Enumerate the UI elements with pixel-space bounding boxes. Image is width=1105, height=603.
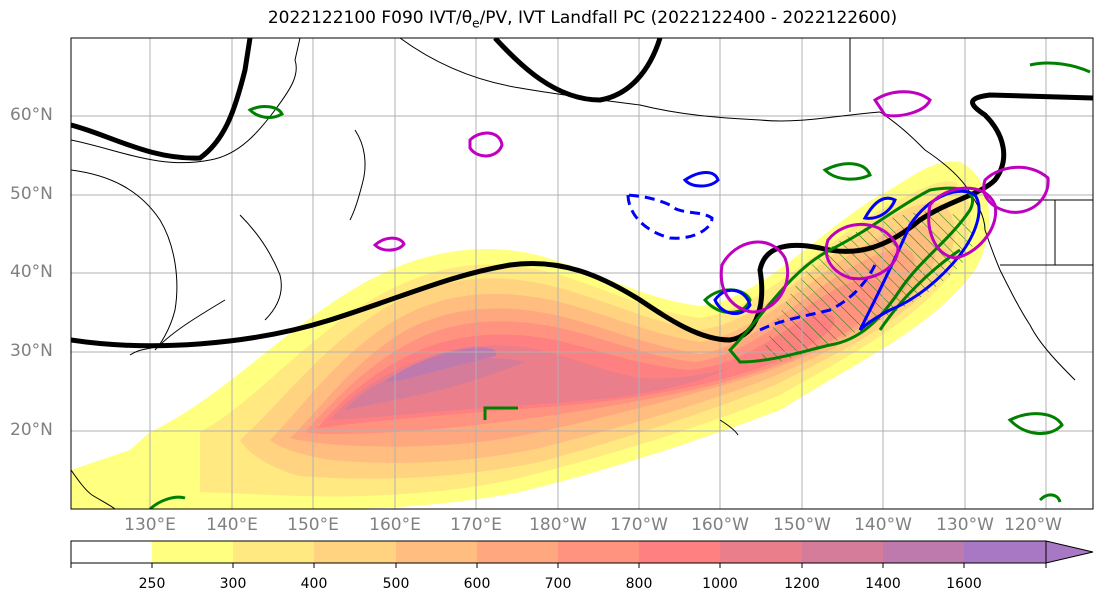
colorbar-tick-label: 1400 (865, 576, 901, 592)
cb-bin (802, 541, 883, 563)
colorbar-tick-label: 800 (625, 576, 653, 592)
lon-label: 130°E (124, 515, 176, 535)
colorbar-tick-label: 400 (300, 576, 328, 592)
lon-label: 150°W (773, 515, 831, 535)
colorbar-tick-label: 700 (544, 576, 572, 592)
colorbar-tick-label: 250 (138, 576, 166, 592)
colorbar-tick-label: 600 (463, 576, 491, 592)
lon-label: 160°E (369, 515, 421, 535)
theta-e-contours (148, 61, 1091, 509)
ivt-colorbar (70, 540, 1094, 568)
pv-anomaly-contours (372, 90, 1050, 314)
cb-bin (720, 541, 802, 563)
cb-bin (396, 541, 477, 563)
cb-bin (883, 541, 964, 563)
colorbar-extend-arrow (1045, 540, 1094, 564)
map-title: 2022122100 F090 IVT/θe/PV, IVT Landfall … (267, 8, 898, 31)
lon-label: 130°W (936, 515, 994, 535)
cb-bin (233, 541, 314, 563)
cb-bin (152, 541, 233, 563)
coastlines (71, 38, 1093, 509)
cb-bin (477, 541, 558, 563)
colorbar-tick-label: 1200 (784, 576, 820, 592)
lat-label: 40°N (10, 262, 53, 282)
lon-label: 170°E (450, 515, 502, 535)
lon-label: 140°W (854, 515, 912, 535)
cb-bin (964, 541, 1046, 563)
lat-label: 20°N (10, 420, 53, 440)
colorbar-tick-label: 300 (219, 576, 247, 592)
colorbar-tick-label: 500 (382, 576, 410, 592)
lat-label: 30°N (10, 341, 53, 361)
pv-contour-line-north (71, 38, 253, 161)
lon-label: 150°E (287, 515, 339, 535)
lon-label: 170°W (610, 515, 668, 535)
pc-hatch-region (760, 211, 974, 362)
lat-label: 60°N (10, 105, 53, 125)
map-frame (70, 37, 1094, 510)
ivt-pc-negative-contours (626, 193, 877, 332)
lon-label: 140°E (206, 515, 258, 535)
map-panel (71, 38, 1093, 509)
colorbar-tick-label: 1600 (946, 576, 982, 592)
ivt-shading (71, 161, 990, 509)
pv-contour-line-north-2 (493, 38, 663, 103)
cb-bin (71, 541, 152, 563)
lon-label: 120°W (1004, 515, 1062, 535)
cb-bin (314, 541, 396, 563)
lon-label: 180°W (529, 515, 587, 535)
cb-bin (558, 541, 639, 563)
cb-bin (639, 541, 720, 563)
lon-label: 160°W (691, 515, 749, 535)
lat-label: 50°N (10, 184, 53, 204)
colorbar-tick-label: 1000 (702, 576, 738, 592)
